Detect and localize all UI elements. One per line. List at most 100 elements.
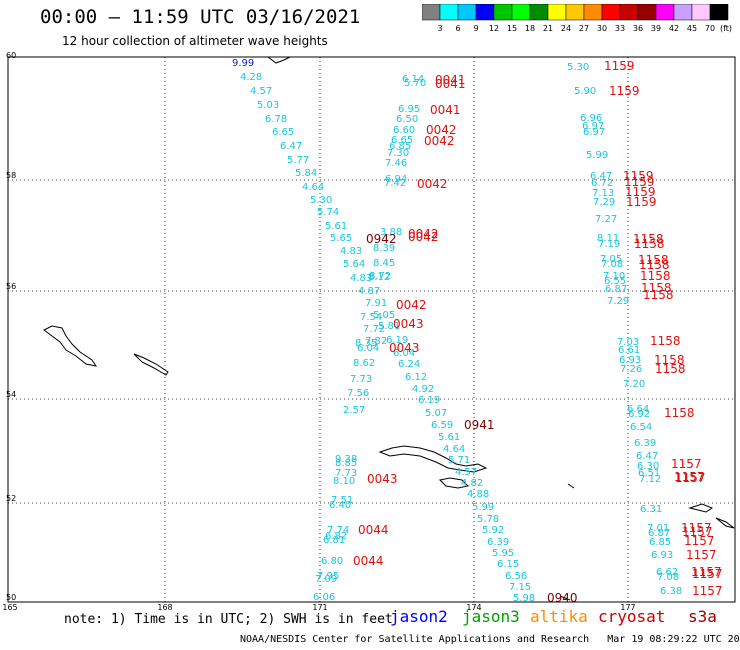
wave-height-value: 4.64 [302,182,324,193]
wave-height-value: 7.95 [317,571,339,582]
wave-height-value: 7.73 [335,468,357,479]
pass-time-label: 0043 [367,472,398,486]
pass-time-label: 0043 [393,317,424,331]
page-title: 00:00 – 11:59 UTC 03/16/2021 [40,6,361,28]
color-scale-legend: 3 6 9 12 15 18 21 24 27 30 33 36 39 42 45 70 (ft) [422,4,732,33]
color-scale-tick: 9 [473,24,478,33]
color-scale-tick: 24 [561,24,571,33]
wave-height-value: 9.99 [232,58,254,69]
wave-height-value: 5.70 [404,78,426,89]
wave-height-value: 6.06 [313,592,335,603]
pass-time-label: 1159 [625,185,656,199]
longitude-label: 171 [312,603,327,612]
wave-height-value: 8.39 [373,243,395,254]
pass-time-label: 0042 [408,230,439,244]
color-scale-tick: 30 [597,24,607,33]
wave-height-value: 6.47 [636,451,658,462]
wave-height-value: 5.71 [448,455,470,466]
wave-height-value: 6.40 [329,500,351,511]
wave-height-value: 6.93 [651,550,673,561]
pass-time-label: 0042 [408,227,439,241]
map-frame [7,56,736,603]
wave-height-value: 7.01 [647,523,669,534]
wave-height-value: 2.57 [343,405,365,416]
longitude-label: 165 [2,603,17,612]
pass-time-label: 0044 [353,554,384,568]
color-scale-tick: 45 [687,24,697,33]
wave-height-value: 6.97 [583,127,605,138]
wave-height-value: 4.57 [250,86,272,97]
wave-height-value: 6.31 [640,504,662,515]
wave-height-value: 6.04 [357,343,379,354]
wave-height-value: 7.82 [365,336,387,347]
wave-height-value: 7.73 [350,374,372,385]
wave-height-value: 6.51 [638,468,660,479]
wave-height-value: 6.65 [391,135,413,146]
longitude-label: 174 [466,603,481,612]
wave-height-value: 6.87 [605,284,627,295]
color-scale-tick: 33 [615,24,625,33]
wave-height-value: 4.57 [455,467,477,478]
wave-height-value: 6.24 [398,359,420,370]
color-scale-tick: 18 [525,24,535,33]
pass-time-label: 0042 [424,134,455,148]
satellite-legend-entry: s3a [688,607,717,626]
satellite-legend-entry: cryosat [598,607,666,626]
wave-height-value: 6.19 [386,335,408,346]
color-scale-tick: 6 [455,24,460,33]
lat-lon-grid [8,57,735,602]
wave-height-value: 6.04 [393,348,415,359]
wave-height-value: 5.99 [472,502,494,513]
color-scale-tick: 12 [489,24,499,33]
satellite-legend-entry: jason3 [462,607,520,626]
wave-height-value: 6.12 [405,372,427,383]
pass-time-label: 1158 [634,237,665,251]
wave-height-value: 6.72 [591,178,613,189]
wave-height-value: 6.14 [402,74,424,85]
wave-height-value: 6.30 [637,461,659,472]
wave-height-value: 7.09 [315,574,337,585]
wave-height-value: 6.92 [628,409,650,420]
pass-time-label: 1159 [609,84,640,98]
latitude-label: 56 [6,282,16,291]
pass-time-label: 0942 [366,232,397,246]
wave-height-value: 7.08 [601,259,623,270]
pass-time-label: 1158 [639,258,670,272]
wave-height-value: 7.30 [387,148,409,159]
wave-height-value: 8.35 [355,338,377,349]
pass-time-label: 1157 [684,534,715,548]
wave-height-value: 5.81 [378,321,400,332]
satellite-legend-entry: altika [530,607,588,626]
latitude-label: 58 [6,171,16,180]
wave-height-value: 6.82 [325,531,347,542]
wave-height-value: 7.42 [384,178,406,189]
wave-height-value: 5.98 [513,593,535,604]
wave-height-value: 5.77 [287,155,309,166]
pass-time-label: 1157 [674,470,705,484]
wave-height-value: 7.27 [595,214,617,225]
wave-height-value: 4.82 [461,478,483,489]
wave-height-value: 8.10 [333,476,355,487]
wave-height-value: 7.20 [623,379,645,390]
pass-time-label: 1157 [692,567,723,581]
wave-height-value: 7.10 [603,271,625,282]
pass-time-label: 1158 [664,406,695,420]
wave-height-value: 4.28 [240,72,262,83]
wave-height-value: 5.95 [492,548,514,559]
latitude-label: 52 [6,494,16,503]
wave-height-value: 4.92 [412,384,434,395]
wave-height-value: 6.55 [604,276,626,287]
wave-height-value: 7.15 [509,582,531,593]
coastline [43,56,735,601]
pass-time-label: 1158 [640,269,671,283]
pass-time-label: 1157 [681,521,712,535]
color-scale-ticks: 3 6 9 12 15 18 21 24 27 30 33 36 39 42 45 70 (ft) [437,24,732,33]
pass-time-label: 0041 [435,77,466,91]
latitude-label: 60 [6,51,16,60]
wave-height-value: 7.26 [620,364,642,375]
wave-height-value: 6.97 [582,121,604,132]
wave-height-value: 6.85 [649,537,671,548]
wave-height-value: 7.29 [607,296,629,307]
wave-height-value: 6.81 [323,535,345,546]
